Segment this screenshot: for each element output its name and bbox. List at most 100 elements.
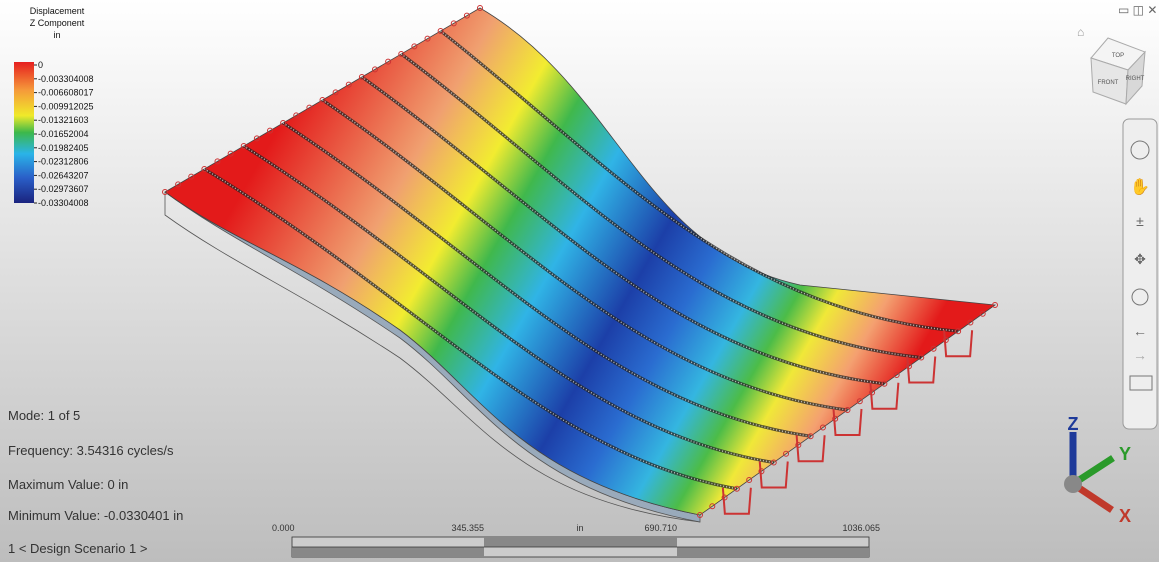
scale-bar: 0.000 345.355 in 690.710 1036.065	[272, 523, 880, 558]
node	[424, 35, 431, 42]
node	[437, 28, 444, 34]
legend-title: Displacement	[30, 6, 85, 16]
center-tool[interactable]	[1131, 288, 1149, 306]
legend-value: -0.02312806	[38, 157, 89, 167]
node	[758, 468, 765, 475]
color-bar	[14, 62, 34, 203]
node	[770, 459, 777, 466]
node	[783, 450, 790, 457]
legend-value: -0.003304008	[38, 74, 94, 84]
legend-value: -0.01321603	[38, 115, 89, 125]
x-label: X	[1119, 506, 1131, 526]
rib	[869, 382, 900, 410]
node	[819, 424, 826, 431]
node	[240, 143, 247, 149]
stiffener	[439, 29, 959, 333]
node	[411, 43, 418, 50]
node	[905, 363, 912, 370]
node	[832, 415, 839, 422]
home-icon[interactable]: ⌂	[1077, 25, 1084, 39]
legend-value: 0	[38, 60, 43, 70]
mode-text: Mode: 1 of 5	[8, 408, 80, 423]
node	[385, 58, 392, 65]
rib	[832, 408, 863, 436]
legend: Displacement Z Component in 0 -0.00330400…	[14, 6, 94, 208]
scenario-text[interactable]: 1 < Design Scenario 1 >	[8, 541, 147, 556]
pan-tool[interactable]: ✋	[1130, 177, 1150, 196]
node	[477, 5, 483, 11]
legend-title: Z Component	[30, 18, 85, 28]
node	[709, 503, 716, 510]
node	[319, 97, 326, 103]
node	[930, 345, 937, 352]
plate-edge	[164, 192, 701, 523]
frequency-text: Frequency: 3.54316 cycles/s	[8, 443, 174, 458]
stiffener	[203, 167, 738, 491]
rib	[906, 356, 937, 384]
node	[463, 12, 470, 19]
cube-right[interactable]	[1125, 50, 1146, 106]
node	[332, 89, 339, 96]
steering-wheel[interactable]	[1130, 140, 1150, 160]
node	[942, 337, 949, 343]
node	[450, 20, 457, 27]
rib	[795, 435, 826, 463]
scale-label: 0.000	[272, 523, 295, 533]
y-label: Y	[1119, 444, 1131, 464]
zoom-tool[interactable]: ±	[1136, 213, 1144, 229]
node	[893, 372, 900, 378]
node	[175, 181, 182, 188]
cube-label: FRONT	[1098, 80, 1119, 86]
window-controls[interactable]: ▭ ◫ ✕	[1118, 3, 1157, 17]
orbit-tool[interactable]: ✥	[1134, 251, 1146, 267]
stiffener-hatch	[400, 53, 922, 359]
node	[955, 328, 962, 335]
node	[697, 512, 703, 518]
node	[227, 150, 234, 157]
scale-unit: in	[576, 523, 583, 533]
model	[162, 5, 998, 523]
legend-value: -0.02643207	[38, 170, 89, 180]
cube-label: RIGHT	[1126, 76, 1145, 82]
legend-value: -0.02973607	[38, 184, 89, 194]
legend-value: -0.01982405	[38, 143, 89, 153]
node	[856, 398, 863, 405]
cube-label: TOP	[1112, 53, 1124, 59]
legend-value: -0.01652004	[38, 129, 89, 139]
triad-origin	[1064, 475, 1082, 493]
scale-label: 1036.065	[842, 523, 880, 533]
rib	[943, 330, 974, 358]
node	[214, 158, 221, 165]
legend-title: in	[53, 30, 60, 40]
legend-value: -0.03304008	[38, 198, 89, 208]
nav-bar-frame	[1122, 118, 1158, 430]
stiffener	[242, 144, 774, 464]
node	[992, 302, 998, 308]
node	[721, 494, 728, 501]
node	[795, 442, 802, 448]
node	[844, 407, 851, 413]
node	[979, 310, 986, 317]
node	[746, 477, 753, 483]
node	[162, 189, 168, 195]
stiffener-hatch	[282, 122, 811, 437]
node	[280, 120, 287, 126]
z-label: Z	[1068, 414, 1079, 434]
node	[267, 127, 273, 134]
stiffener-hatch	[322, 99, 848, 411]
scale-label: 345.355	[451, 523, 484, 533]
scale-bar-segment	[677, 547, 869, 557]
view-cube[interactable]: ⌂ TOP FRONT RIGHT	[1077, 25, 1146, 106]
forward-tool[interactable]: →	[1133, 347, 1147, 363]
node	[253, 135, 260, 142]
rib	[758, 461, 789, 489]
legend-value: -0.006608017	[38, 88, 94, 98]
rewind-tool[interactable]: ←	[1133, 323, 1147, 339]
navigation-bar: ✋ ± ✥ ← →	[1122, 118, 1158, 430]
node	[188, 173, 195, 180]
node	[398, 51, 405, 57]
window-tool[interactable]	[1129, 375, 1153, 391]
node	[372, 66, 378, 73]
node	[201, 166, 208, 172]
